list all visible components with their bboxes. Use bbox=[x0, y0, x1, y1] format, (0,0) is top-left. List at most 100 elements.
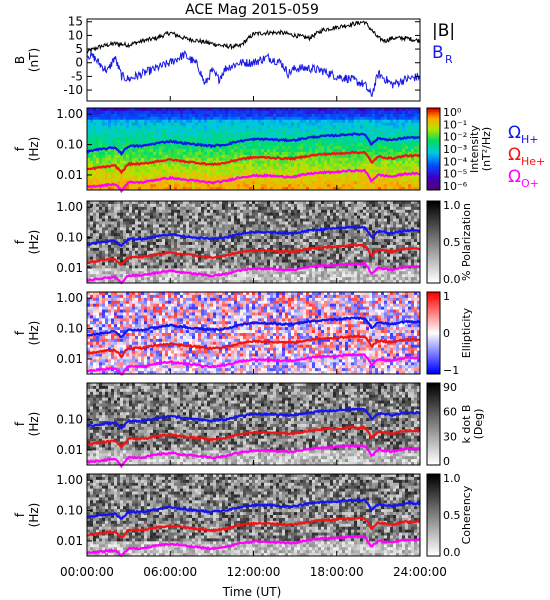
spectrogram-cell bbox=[339, 175, 343, 179]
spectrogram-cell bbox=[270, 149, 274, 153]
spectrogram-cell bbox=[180, 149, 184, 153]
spectrogram-cell bbox=[96, 143, 100, 147]
spectrogram-cell bbox=[351, 110, 355, 115]
spectrogram-cell bbox=[240, 221, 244, 225]
spectrogram-cell bbox=[192, 247, 196, 252]
spectrogram-cell bbox=[144, 259, 148, 263]
spectrogram-cell bbox=[336, 110, 340, 115]
spectrogram-cell bbox=[237, 146, 241, 150]
spectrogram-cell bbox=[132, 201, 136, 205]
spectrogram-cell bbox=[402, 166, 406, 170]
spectrogram-cell bbox=[243, 244, 247, 249]
spectrogram-cell bbox=[144, 239, 148, 243]
spectrogram-cell bbox=[219, 134, 223, 138]
spectrogram-cell bbox=[192, 268, 196, 272]
spectrogram-cell bbox=[222, 280, 226, 284]
spectrogram-cell bbox=[207, 209, 211, 214]
spectrogram-cell bbox=[108, 280, 112, 284]
spectrogram-cell bbox=[126, 113, 130, 118]
spectrogram-cell bbox=[348, 137, 352, 141]
spectrogram-cell bbox=[243, 140, 247, 144]
spectrogram-cell bbox=[99, 119, 103, 124]
spectrogram-cell bbox=[330, 187, 334, 191]
spectrogram-cell bbox=[228, 166, 232, 170]
spectrogram-cell bbox=[117, 236, 121, 240]
spectrogram-cell bbox=[324, 175, 328, 179]
spectrogram-cell bbox=[201, 151, 205, 156]
spectrogram-cell bbox=[276, 239, 280, 243]
spectrogram-cell bbox=[162, 119, 166, 124]
spectrogram-cell bbox=[141, 215, 145, 219]
spectrogram-cell bbox=[123, 262, 127, 266]
spectrogram-cell bbox=[114, 160, 118, 165]
spectrogram-cell bbox=[102, 201, 106, 205]
spectrogram-cell bbox=[234, 274, 238, 278]
spectrogram-cell bbox=[363, 166, 367, 170]
spectrogram-cell bbox=[96, 215, 100, 219]
spectrogram-cell bbox=[264, 233, 268, 237]
spectrogram-cell bbox=[207, 262, 211, 266]
spectrogram-cell bbox=[252, 242, 256, 246]
spectrogram-cell bbox=[99, 137, 103, 141]
spectrogram-cell bbox=[192, 230, 196, 234]
spectrogram-cell bbox=[303, 128, 307, 132]
spectrogram-cell bbox=[309, 137, 313, 141]
spectrogram-cell bbox=[417, 175, 421, 179]
spectrogram-cell bbox=[96, 218, 100, 222]
spectrogram-cell bbox=[138, 113, 142, 118]
spectrogram-cell bbox=[270, 262, 274, 266]
spectrogram-cell bbox=[249, 149, 253, 153]
spectrogram-cell bbox=[249, 184, 253, 188]
spectrogram-cell bbox=[159, 172, 163, 176]
spectrogram-cell bbox=[327, 154, 331, 159]
spectrogram-cell bbox=[276, 131, 280, 135]
spectrogram-cell bbox=[186, 154, 190, 159]
spectrogram-cell bbox=[336, 125, 340, 129]
spectrogram-cell bbox=[204, 253, 208, 258]
spectrogram-cell bbox=[270, 116, 274, 121]
spectrogram-cell bbox=[381, 163, 385, 167]
spectrogram-cell bbox=[222, 262, 226, 266]
spectrogram-cell bbox=[384, 134, 388, 138]
spectrogram-cell bbox=[111, 134, 115, 138]
spectrogram-cell bbox=[141, 125, 145, 129]
spectrogram-cell bbox=[165, 128, 169, 132]
spectrogram-cell bbox=[255, 221, 259, 225]
spectrogram-cell bbox=[177, 184, 181, 188]
spectrogram-cell bbox=[225, 128, 229, 132]
spectrogram-cell bbox=[87, 277, 91, 281]
spectrogram-cell bbox=[129, 137, 133, 141]
spectrogram-cell bbox=[213, 215, 217, 219]
spectrogram-cell bbox=[138, 119, 142, 124]
spectrogram-cell bbox=[207, 224, 211, 228]
spectrogram-cell bbox=[363, 125, 367, 129]
spectrogram-cell bbox=[141, 218, 145, 222]
spectrogram-cell bbox=[288, 137, 292, 141]
spectrogram-cell bbox=[213, 244, 217, 249]
spectrogram-cell bbox=[195, 119, 199, 124]
spectrogram-cell bbox=[246, 128, 250, 132]
spectrogram-cell bbox=[234, 271, 238, 275]
spectrogram-cell bbox=[207, 113, 211, 118]
spectrogram-cell bbox=[336, 178, 340, 182]
spectrogram-cell bbox=[129, 110, 133, 115]
spectrogram-cell bbox=[195, 247, 199, 252]
spectrogram-cell bbox=[219, 247, 223, 252]
spectrogram-cell bbox=[147, 116, 151, 121]
spectrogram-cell bbox=[264, 172, 268, 176]
spectrogram-cell bbox=[120, 256, 124, 260]
spectrogram-cell bbox=[99, 125, 103, 129]
spectrogram-cell bbox=[108, 236, 112, 240]
spectrogram-cell bbox=[225, 268, 229, 272]
spectrogram-cell bbox=[147, 146, 151, 150]
spectrogram-cell bbox=[177, 113, 181, 118]
spectrogram-cell bbox=[126, 187, 130, 191]
spectrogram-cell bbox=[321, 157, 325, 162]
spectrogram-cell bbox=[219, 108, 223, 112]
spectrogram-cell bbox=[186, 280, 190, 284]
spectrogram-cell bbox=[300, 125, 304, 129]
spectrogram-cell bbox=[309, 160, 313, 165]
spectrogram-cell bbox=[363, 149, 367, 153]
spectrogram-cell bbox=[159, 280, 163, 284]
spectrogram-cell bbox=[342, 140, 346, 144]
